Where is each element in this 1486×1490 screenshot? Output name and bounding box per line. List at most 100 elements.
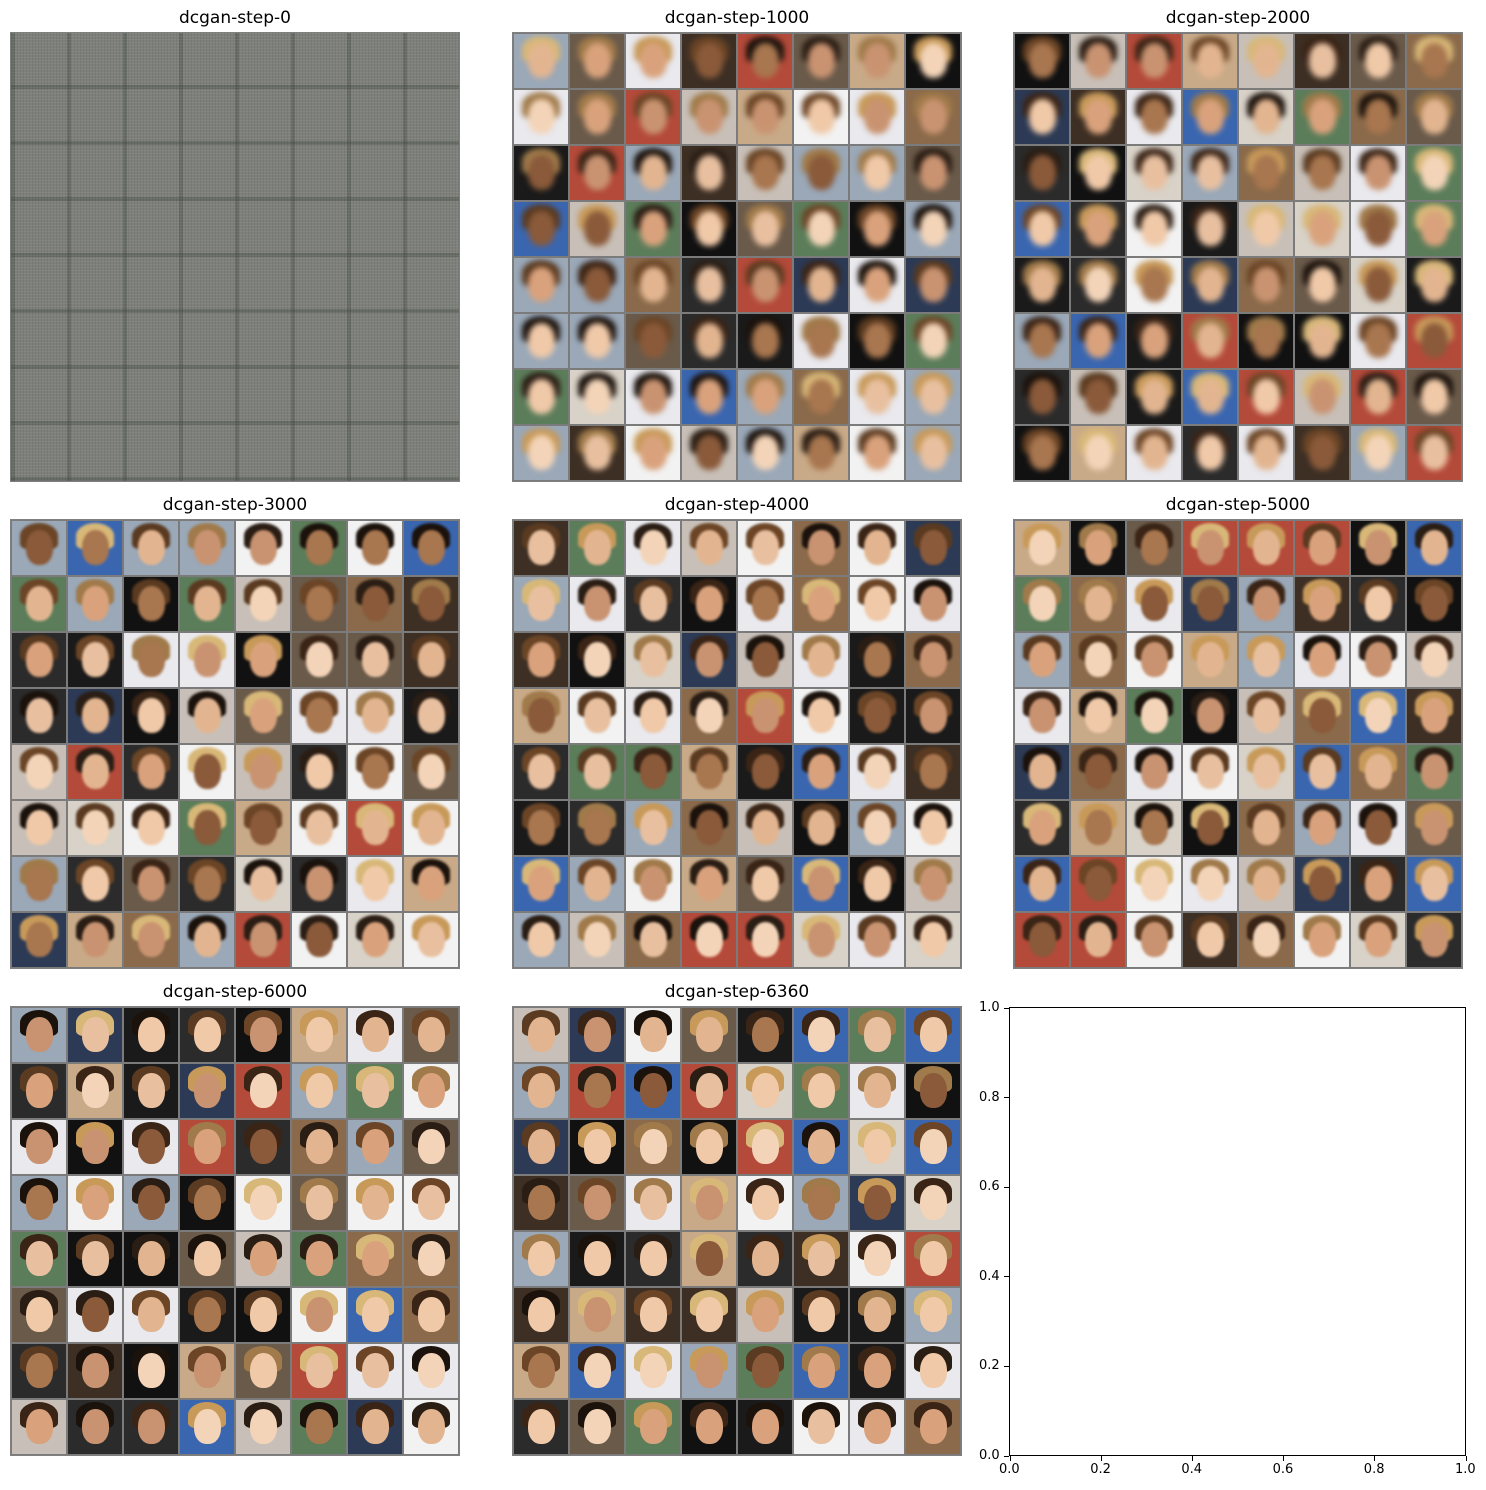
face-shape (1421, 267, 1448, 303)
generated-face-image (12, 633, 66, 687)
face-shape (1197, 435, 1224, 471)
face-shape (752, 1073, 779, 1109)
generated-face-image (626, 34, 680, 88)
face-shape (362, 1353, 389, 1389)
face-shape (528, 1017, 555, 1053)
face-shape (808, 810, 835, 846)
generated-face-image (1295, 202, 1349, 256)
generated-face-image (1239, 34, 1293, 88)
generated-face-image (850, 689, 904, 743)
face-shape (362, 530, 389, 566)
generated-face-image (794, 1176, 848, 1230)
face-shape (584, 323, 611, 359)
generated-face-image (794, 1288, 848, 1342)
face-shape (306, 530, 333, 566)
generated-face-image (1407, 913, 1461, 967)
face-shape (306, 1073, 333, 1109)
generated-face-image (738, 426, 792, 480)
generated-face-image (850, 633, 904, 687)
generated-face-image (1127, 689, 1181, 743)
generated-face-image (1351, 577, 1405, 631)
face-shape (306, 698, 333, 734)
face-shape (138, 810, 165, 846)
generated-face-image (626, 1008, 680, 1062)
generated-face-image (738, 857, 792, 911)
face-shape (528, 99, 555, 135)
generated-face-image (404, 577, 458, 631)
generated-face-image (1239, 258, 1293, 312)
generated-face-image (68, 1176, 122, 1230)
generated-face-image (794, 258, 848, 312)
generated-face-image (404, 1400, 458, 1454)
face-shape (418, 754, 445, 790)
face-shape (194, 586, 221, 622)
generated-face-image (626, 521, 680, 575)
generated-face-image (292, 689, 346, 743)
face-shape (864, 586, 891, 622)
face-shape (362, 1297, 389, 1333)
face-shape (696, 866, 723, 902)
generated-face-image (850, 801, 904, 855)
generated-face-image (850, 1288, 904, 1342)
face-shape (864, 323, 891, 359)
generated-face-image (1351, 913, 1405, 967)
x-tick-label: 0.0 (999, 1463, 1020, 1477)
face-shape (26, 642, 53, 678)
generated-face-image (1071, 90, 1125, 144)
generated-face-image (570, 521, 624, 575)
face-shape (696, 1185, 723, 1221)
face-shape (584, 1017, 611, 1053)
face-shape (194, 810, 221, 846)
generated-face-image (1015, 521, 1069, 575)
face-shape (808, 99, 835, 135)
generated-face-image (1351, 426, 1405, 480)
panel-title: dcgan-step-3000 (10, 495, 460, 515)
face-shape (194, 866, 221, 902)
face-shape (418, 866, 445, 902)
face-shape (306, 586, 333, 622)
face-shape (752, 211, 779, 247)
face-shape (584, 754, 611, 790)
generated-face-image (1015, 370, 1069, 424)
face-shape (1365, 866, 1392, 902)
generated-face-image (570, 34, 624, 88)
generated-face-image (906, 689, 960, 743)
face-shape (864, 698, 891, 734)
generated-face-image (626, 202, 680, 256)
generated-face-image (1183, 857, 1237, 911)
generated-face-image (236, 1176, 290, 1230)
generated-face-image (682, 633, 736, 687)
face-shape (1197, 698, 1224, 734)
generated-face-image (850, 258, 904, 312)
face-shape (584, 211, 611, 247)
generated-face-image (682, 202, 736, 256)
generated-face-image (1407, 633, 1461, 687)
face-shape (808, 155, 835, 191)
y-tick (1004, 1187, 1009, 1188)
face-shape (1309, 155, 1336, 191)
face-shape (82, 1409, 109, 1445)
generated-face-image (906, 1400, 960, 1454)
face-shape (362, 754, 389, 790)
generated-face-image (124, 913, 178, 967)
generated-face-image (514, 314, 568, 368)
generated-face-image (1071, 857, 1125, 911)
generated-face-image (906, 1008, 960, 1062)
face-shape (306, 1129, 333, 1165)
generated-face-image (626, 146, 680, 200)
face-shape (138, 1129, 165, 1165)
generated-face-image (348, 913, 402, 967)
generated-face-image (794, 426, 848, 480)
face-shape (752, 1129, 779, 1165)
face-shape (250, 810, 277, 846)
generated-face-image (68, 913, 122, 967)
face-shape (1421, 211, 1448, 247)
face-shape (1141, 43, 1168, 79)
face-shape (864, 1129, 891, 1165)
face-shape (640, 1017, 667, 1053)
face-shape (1085, 642, 1112, 678)
generated-face-image (1127, 146, 1181, 200)
generated-face-image (124, 1288, 178, 1342)
generated-face-image (1071, 314, 1125, 368)
face-shape (1141, 586, 1168, 622)
